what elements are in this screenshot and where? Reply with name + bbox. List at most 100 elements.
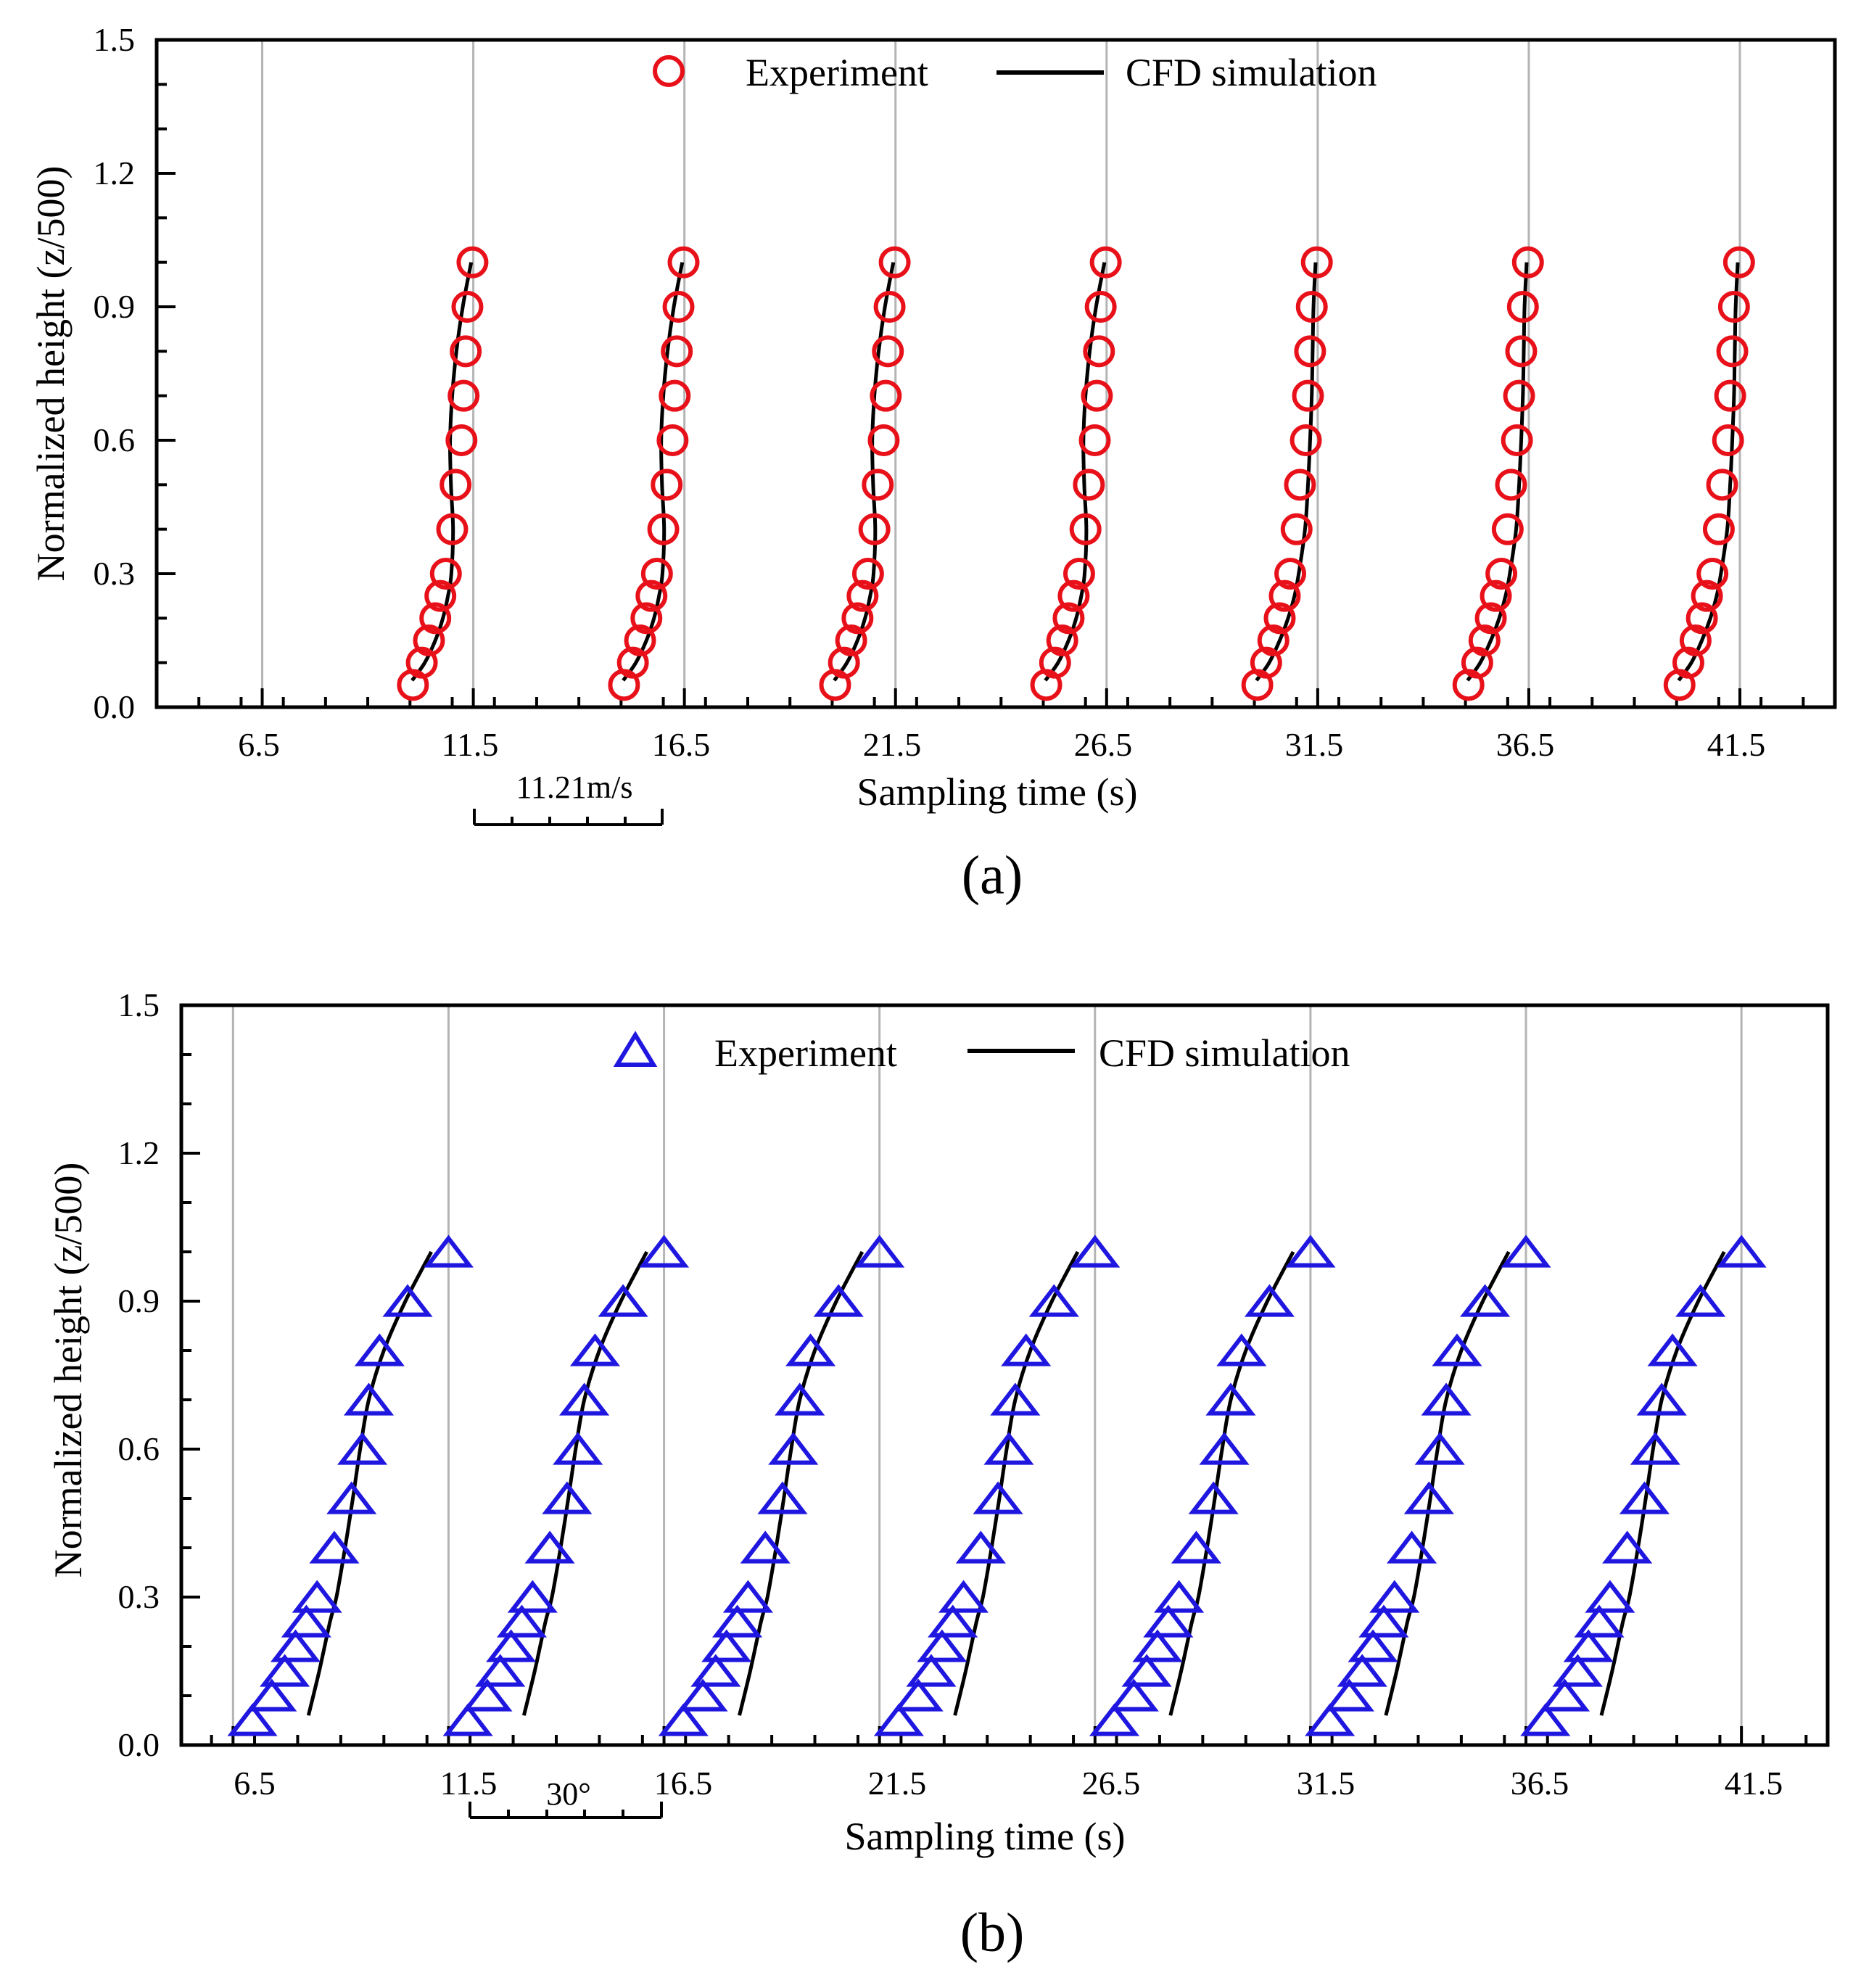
panel-b-experiment-point — [475, 1654, 526, 1687]
panel-a-experiment-point — [1480, 580, 1512, 612]
panel-b-experiment-point — [1143, 1604, 1194, 1638]
panel-b-experiment-point — [227, 1703, 278, 1736]
panel-a-legend: Experiment CFD simulation — [653, 51, 1377, 94]
panel-a-experiment-point — [1089, 246, 1122, 279]
panel-b-experiment-point — [1070, 1234, 1121, 1268]
panel-b-experiment-point — [785, 1333, 836, 1366]
panel-a-frame — [154, 38, 1837, 709]
panel-a-cfd-line — [622, 262, 685, 682]
panel-b-experiment-point — [701, 1629, 752, 1662]
panel-a-xtick-label: 26.5 — [1074, 726, 1133, 763]
panel-b-experiment-point — [1647, 1333, 1698, 1366]
panel-b-experiment-point — [281, 1604, 331, 1638]
panel-a-y-tick-labels: 0.0 0.3 0.6 0.9 1.2 1.5 — [94, 21, 136, 725]
panel-a-experiment-point — [413, 624, 445, 656]
panel-a-experiment-point — [616, 646, 649, 679]
panel-b-cfd-line — [306, 1250, 433, 1716]
panel-a-experiment-point — [456, 246, 489, 279]
panel-b-x-tick-labels: 6.5 11.5 16.5 21.5 26.5 31.5 36.5 41.5 — [234, 1765, 1783, 1802]
panel-b-experiment-point — [983, 1432, 1034, 1465]
panel-b-ytick-label: 0.6 — [118, 1430, 160, 1467]
panel-b-legend-experiment-label: Experiment — [714, 1031, 897, 1075]
panel-b-experiment-point — [292, 1580, 342, 1613]
panel-a-experiment-point — [1290, 424, 1322, 456]
panel-a-experiment-point — [419, 602, 452, 635]
panel-a: 6.5 11.5 16.5 21.5 26.5 31.5 36.5 41.5 0… — [29, 21, 1837, 906]
panel-b-experiment-point — [1121, 1654, 1172, 1687]
panel-a-cfd-line — [1677, 262, 1740, 682]
panel-a-experiment-point — [1474, 602, 1507, 635]
panel-b-experiment-points — [227, 1234, 1767, 1736]
panel-b-ytick-label: 0.0 — [118, 1726, 160, 1763]
panel-b-experiment-point — [1675, 1284, 1726, 1317]
panel-b-experiment-point — [1244, 1284, 1295, 1317]
panel-b-experiment-point — [677, 1678, 728, 1712]
panel-b-experiment-point — [658, 1703, 709, 1736]
panel-a-experiment-point — [862, 469, 894, 501]
panel-a-experiment-point — [1046, 624, 1078, 656]
panel-b-experiment-point — [1001, 1333, 1052, 1366]
panel-a-experiment-point — [858, 513, 891, 545]
panel-b-experiment-point — [873, 1703, 924, 1736]
panel-a-experiment-point — [635, 580, 668, 612]
panel-a-experiment-point — [1702, 513, 1735, 545]
panel-b-xtick-label: 21.5 — [868, 1765, 927, 1802]
panel-b-experiment-point — [1089, 1703, 1140, 1736]
panel-b-xtick-label: 11.5 — [440, 1765, 498, 1802]
panel-a-experiment-point — [667, 246, 700, 279]
panel-b-experiment-point — [270, 1629, 321, 1662]
panel-b-experiment-point — [1199, 1432, 1250, 1465]
panel-b-experiment-point — [1585, 1580, 1635, 1613]
panel-b-experiment-point — [757, 1481, 808, 1514]
panel-b-experiment-point — [1421, 1382, 1472, 1416]
panel-a-ytick-label: 0.0 — [94, 688, 136, 725]
panel-b-xtick-label: 16.5 — [654, 1765, 713, 1802]
panel-b-frame — [179, 1003, 1830, 1747]
panel-b-experiment-point — [569, 1333, 621, 1366]
panel-b-xtick-label: 41.5 — [1725, 1765, 1783, 1802]
panel-b-experiment-point — [553, 1432, 603, 1465]
panel-b-experiment-point — [1285, 1234, 1336, 1268]
panel-a-experiment-point — [624, 624, 656, 656]
panel-a-experiment-point — [828, 646, 860, 679]
panel-a-experiment-point — [1691, 580, 1723, 612]
panel-a-experiment-point — [1491, 513, 1524, 545]
panel-a-experiment-point — [450, 335, 482, 368]
panel-b-experiment-point — [973, 1481, 1023, 1514]
panel-b-experiment-point — [775, 1382, 825, 1416]
panel-a-experiment-point — [1292, 379, 1324, 412]
panel-b-experiment-point — [1205, 1382, 1256, 1416]
panel-a-experiment-point — [870, 379, 902, 412]
panel-a-experiment-point — [630, 602, 663, 635]
panel-a-cfd-line — [1255, 262, 1318, 682]
panel-a-experiment-point — [661, 335, 693, 368]
panel-a-experiment-point — [1294, 335, 1326, 368]
panel-a-ytick-label: 0.9 — [94, 288, 136, 325]
panel-a-experiment-point — [429, 558, 462, 590]
panel-b-experiment-point — [442, 1703, 493, 1736]
panel-a-experiment-point — [1706, 469, 1738, 501]
panel-b-experiment-point — [1369, 1580, 1420, 1613]
panel-b-experiment-point — [354, 1333, 405, 1366]
panel-b-experiment-point — [1386, 1530, 1437, 1564]
panel-b-experiment-point — [955, 1530, 1006, 1564]
panel-b-experiment-point — [247, 1678, 297, 1712]
panel-a-experiment-point — [1083, 335, 1115, 368]
panel-a-experiment-point — [1274, 558, 1307, 590]
panel-a-x-tick-labels: 6.5 11.5 16.5 21.5 26.5 31.5 36.5 41.5 — [238, 726, 1765, 763]
panel-b-xtick-label: 26.5 — [1082, 1765, 1141, 1802]
panel-a-experiment-point — [1280, 513, 1313, 545]
panel-a-legend-experiment-label: Experiment — [746, 51, 928, 94]
panel-b-experiment-point — [1460, 1284, 1511, 1317]
panel-b-experiment-point — [1563, 1629, 1614, 1662]
panel-b-scalebar-label: 30° — [546, 1776, 591, 1812]
panel-b-experiment-point — [496, 1604, 548, 1638]
panel-b-experiment-point — [722, 1580, 774, 1613]
panel-a-experiment-points — [397, 246, 1755, 701]
panel-a-ytick-label: 0.3 — [94, 555, 136, 592]
panel-b-experiment-point — [990, 1382, 1041, 1416]
panel-a-experiment-point — [1679, 624, 1712, 656]
panel-b-experiment-point — [423, 1234, 474, 1268]
panel-a-experiment-point — [1501, 424, 1533, 456]
